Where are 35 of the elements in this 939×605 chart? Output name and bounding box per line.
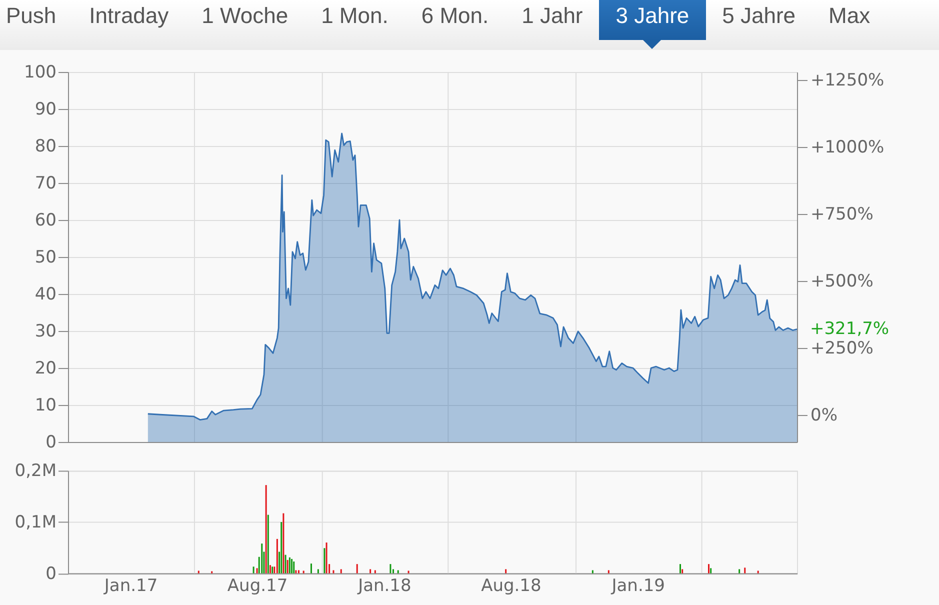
y-tick-label: 50	[34, 248, 56, 268]
y-tick-label: 80	[34, 136, 56, 156]
y-tick-label: 20	[34, 358, 56, 378]
text: Push	[5, 2, 58, 30]
y2-tick-label: +500%	[810, 272, 874, 292]
y-tick-label: 40	[34, 284, 56, 304]
y2-tick-label: 0%	[810, 406, 838, 426]
y2-tick-label: +1250%	[810, 70, 884, 91]
y-tick-label: 100	[24, 62, 56, 82]
text: 1 Jahr	[520, 2, 584, 30]
y-tick-label: 90	[34, 100, 56, 120]
x-tick-label: Jan.18	[357, 576, 412, 596]
y-tick-label: 10	[34, 396, 56, 416]
y-tick-label: 0,1M	[14, 512, 56, 532]
y-tick-label: 0	[46, 432, 56, 452]
text: 6 Mon.	[420, 2, 490, 30]
text: 1 Woche	[200, 2, 290, 30]
y2-tick-label: +250%	[810, 338, 874, 359]
x-tick-label: Jan.19	[610, 576, 665, 596]
x-tick-label: Jan.17	[103, 576, 158, 596]
y-tick-label: 30	[34, 322, 56, 342]
annotation: +321,7%	[810, 319, 890, 340]
y-tick-label: 0	[46, 564, 56, 584]
y2-tick-label: +750%	[810, 204, 874, 225]
text: Intraday	[88, 2, 170, 30]
text: 3 Jahre	[599, 0, 706, 40]
x-tick-label: Aug.18	[481, 576, 542, 596]
y2-tick-label: +1000%	[810, 138, 884, 158]
text: 1 Mon.	[320, 2, 390, 30]
text: Max	[828, 2, 872, 30]
x-tick-label: Aug.17	[227, 576, 288, 596]
y-tick-label: 0,2M	[14, 461, 56, 482]
text: 5 Jahre	[721, 2, 797, 30]
y-tick-label: 70	[34, 174, 56, 194]
y-tick-label: 60	[34, 210, 56, 230]
